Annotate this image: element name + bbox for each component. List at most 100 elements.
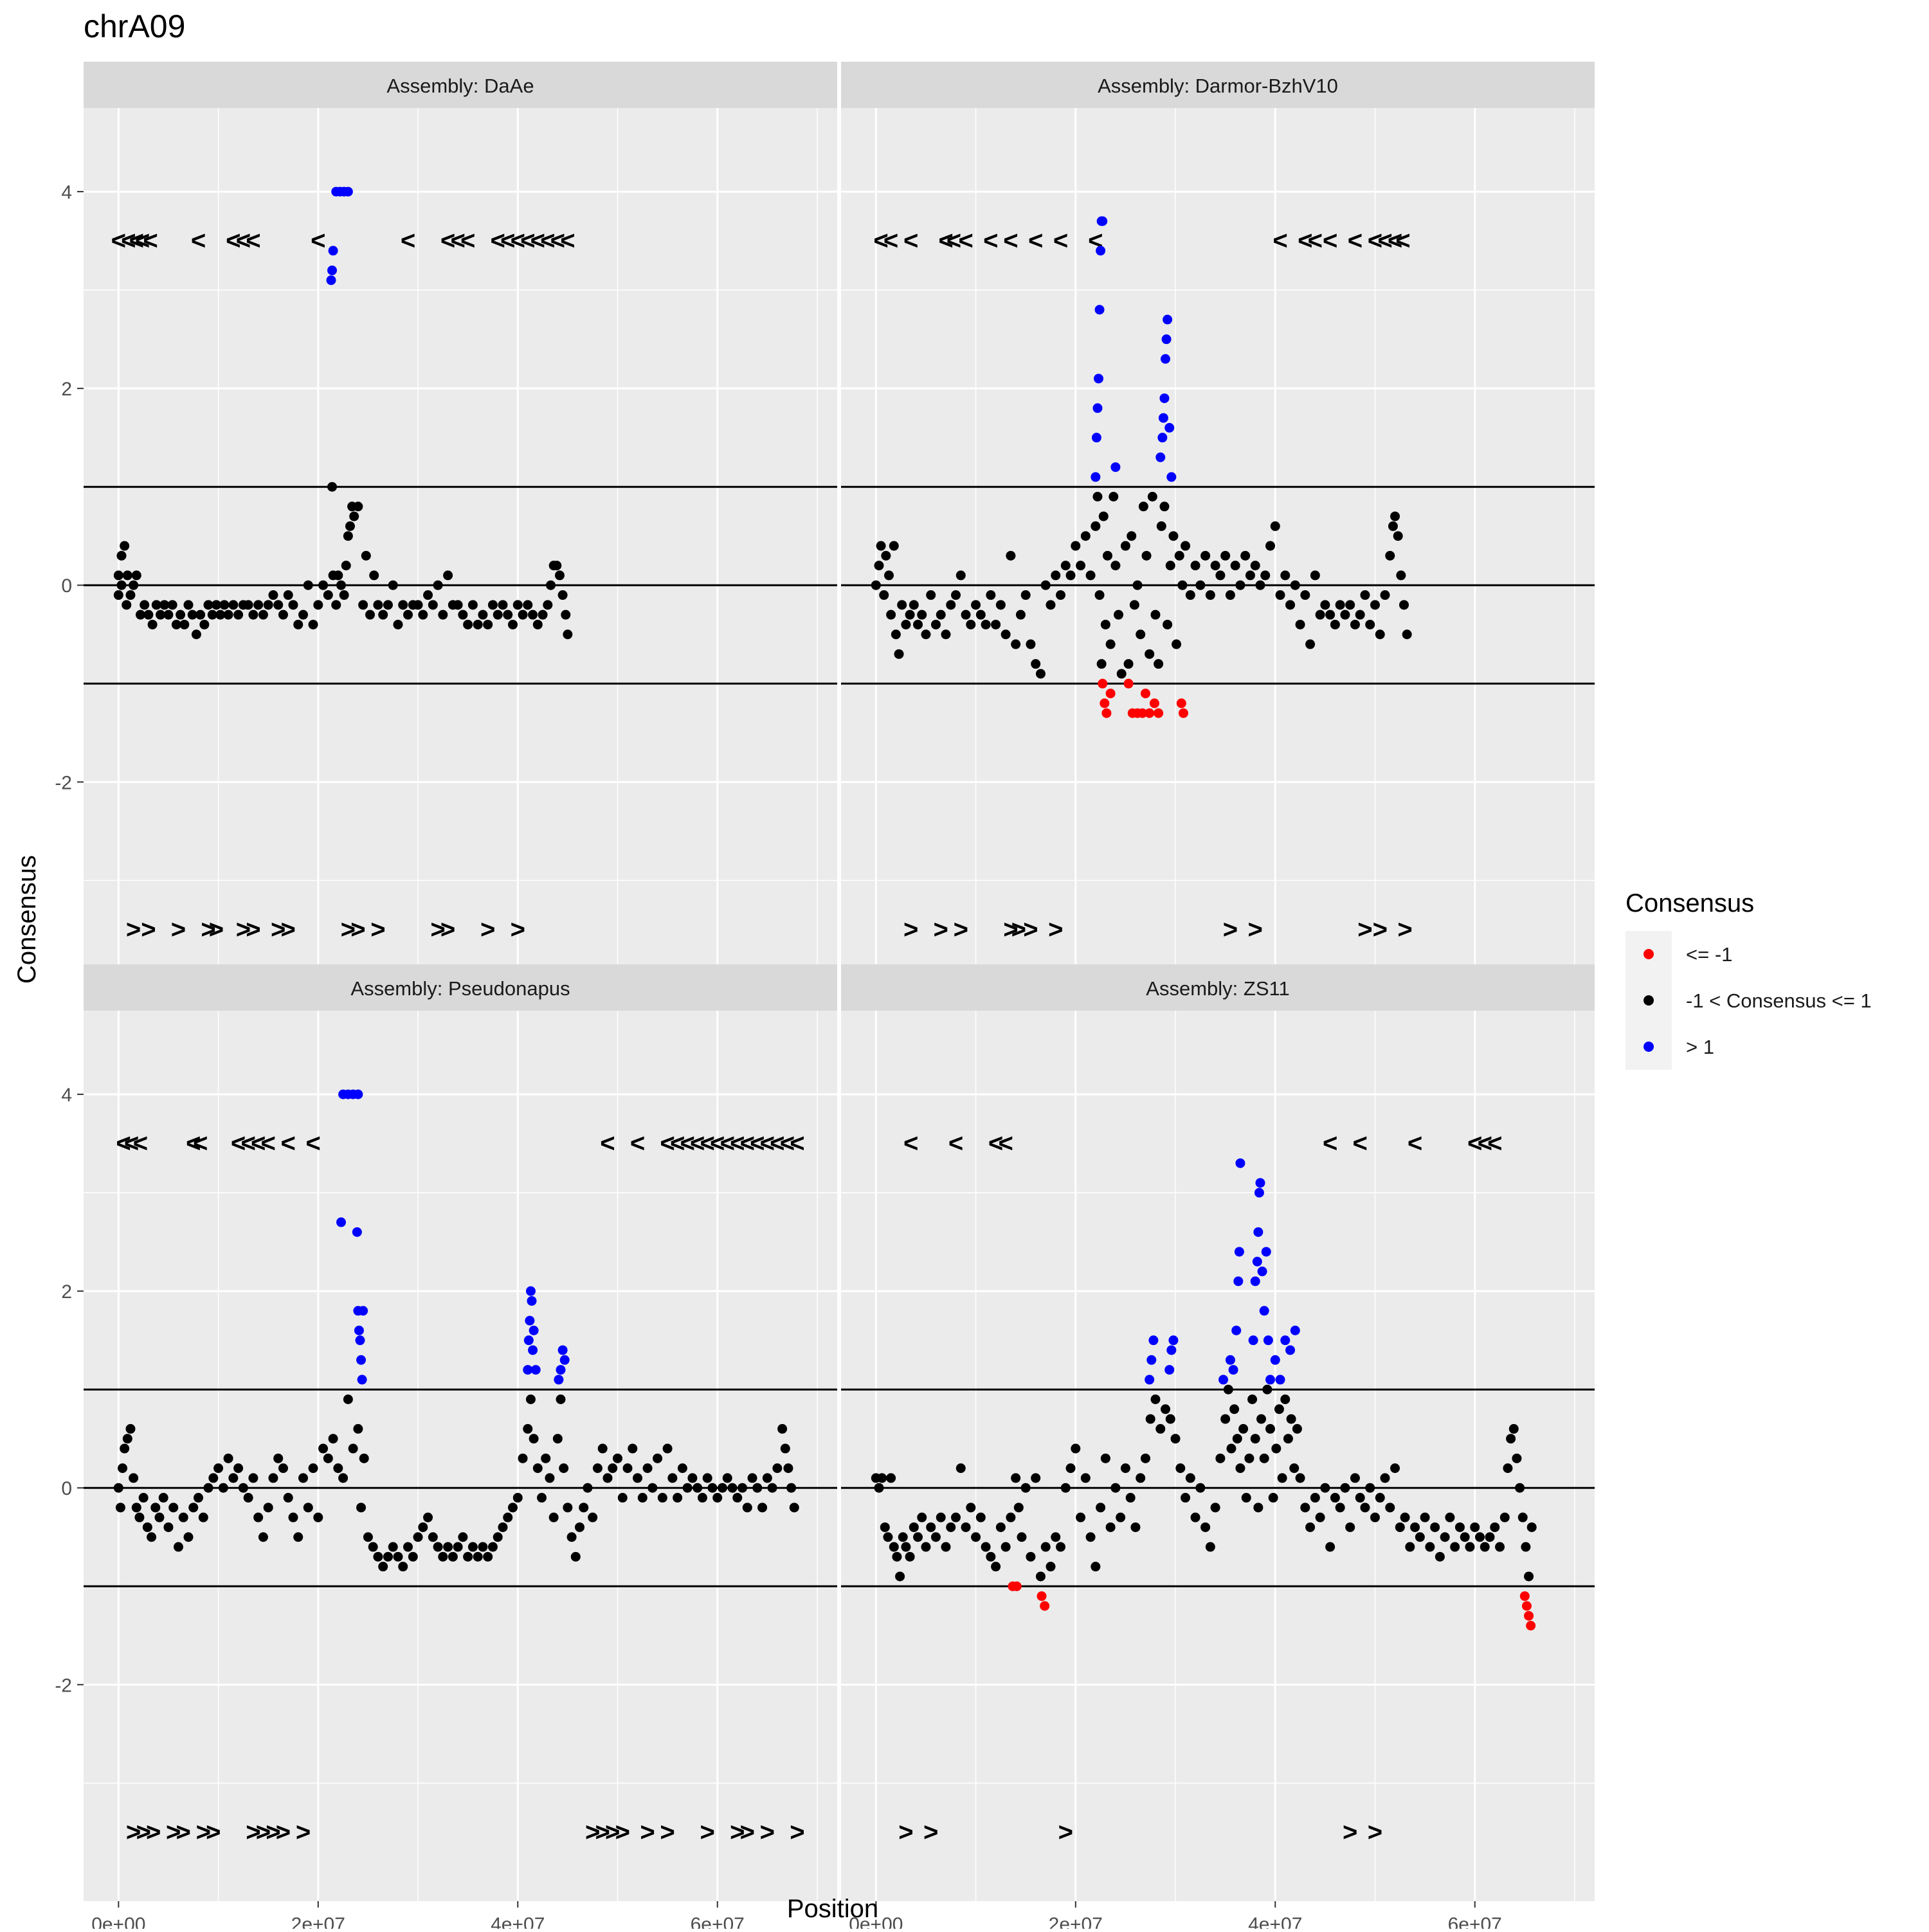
data-point	[1177, 580, 1188, 590]
data-point	[628, 1443, 638, 1454]
data-point	[1220, 1414, 1231, 1424]
data-point	[348, 1443, 358, 1454]
data-point	[326, 275, 336, 285]
data-point	[951, 590, 961, 600]
data-point	[1136, 629, 1146, 640]
reverse-orientation-marker: <	[450, 227, 465, 255]
data-point	[339, 590, 349, 600]
data-point	[1320, 1483, 1330, 1493]
data-point	[1524, 1611, 1534, 1621]
data-point	[122, 600, 132, 610]
data-point	[383, 1551, 393, 1562]
data-point	[883, 1532, 893, 1542]
data-point	[1163, 314, 1173, 325]
data-point	[693, 1483, 703, 1493]
forward-orientation-marker: >	[903, 916, 918, 944]
reverse-orientation-marker: <	[1053, 227, 1068, 255]
data-point	[503, 609, 513, 620]
data-point	[258, 609, 268, 620]
data-point	[507, 1503, 518, 1513]
data-point	[1400, 1512, 1410, 1522]
reverse-orientation-marker: <	[1353, 1130, 1368, 1158]
data-point	[561, 609, 571, 620]
reverse-orientation-marker: <	[124, 1130, 139, 1158]
reverse-orientation-marker: <	[240, 1130, 255, 1158]
data-point	[369, 570, 379, 581]
data-point	[1006, 550, 1016, 561]
data-point	[1225, 1355, 1235, 1365]
reverse-orientation-marker: <	[903, 227, 918, 255]
data-point	[563, 1503, 573, 1513]
data-point	[1215, 570, 1226, 581]
data-point	[1390, 1463, 1400, 1474]
data-point	[1335, 1503, 1345, 1513]
data-point	[1210, 561, 1220, 571]
reverse-orientation-marker: <	[938, 227, 953, 255]
data-point	[1410, 1522, 1420, 1532]
forward-orientation-marker: >	[1357, 916, 1372, 944]
data-point	[541, 1453, 551, 1463]
data-point	[532, 1463, 543, 1474]
data-point	[1154, 708, 1164, 718]
data-point	[223, 609, 233, 620]
forward-orientation-marker: >	[1023, 916, 1038, 944]
data-point	[1046, 1562, 1056, 1572]
data-point	[463, 619, 473, 629]
data-point	[163, 609, 174, 620]
forward-orientation-marker: >	[898, 1818, 913, 1846]
reverse-orientation-marker: <	[903, 1130, 918, 1158]
data-point	[1129, 600, 1139, 610]
data-point	[483, 619, 493, 629]
data-point	[113, 590, 123, 600]
data-point	[1225, 590, 1235, 600]
data-point	[183, 1532, 194, 1542]
data-point	[1110, 1483, 1121, 1493]
data-point	[1163, 619, 1173, 629]
data-point	[1120, 541, 1130, 551]
data-point	[453, 1542, 463, 1552]
forward-orientation-marker: >	[126, 1818, 141, 1846]
data-point	[1259, 1453, 1269, 1463]
data-point	[951, 1512, 961, 1522]
data-point	[913, 1532, 923, 1542]
data-point	[1096, 246, 1106, 256]
data-point	[154, 1512, 165, 1522]
reverse-orientation-marker: <	[129, 227, 144, 255]
data-point	[1170, 1434, 1181, 1444]
data-point	[493, 609, 503, 620]
data-point	[1405, 1542, 1415, 1552]
data-point	[263, 1503, 273, 1513]
data-point	[559, 1463, 569, 1474]
data-point	[253, 600, 264, 610]
data-point	[358, 1306, 368, 1316]
data-point	[1166, 472, 1177, 482]
data-point	[1105, 689, 1116, 699]
data-point	[1495, 1542, 1505, 1552]
data-point	[1256, 1414, 1267, 1424]
data-point	[1275, 590, 1285, 600]
data-point	[418, 1522, 428, 1532]
data-point	[877, 1473, 887, 1483]
data-point	[889, 1542, 899, 1552]
reverse-orientation-marker: <	[1323, 227, 1337, 255]
data-point	[901, 1542, 911, 1552]
forward-orientation-marker: >	[256, 1818, 271, 1846]
data-point	[1395, 1522, 1405, 1532]
data-point	[1037, 1591, 1047, 1602]
data-point	[1161, 354, 1171, 364]
data-point	[1388, 521, 1398, 531]
data-point	[122, 1434, 132, 1444]
data-point	[884, 570, 894, 581]
data-point	[991, 1562, 1001, 1572]
data-point	[1031, 1473, 1041, 1483]
data-point	[1233, 1276, 1244, 1286]
data-point	[359, 1453, 369, 1463]
data-point	[1065, 1463, 1076, 1474]
panel-background	[84, 1011, 837, 1901]
data-point	[293, 1532, 303, 1542]
data-point	[1320, 600, 1330, 610]
data-point	[134, 1512, 145, 1522]
data-point	[1286, 1414, 1296, 1424]
forward-orientation-marker: >	[341, 916, 356, 944]
